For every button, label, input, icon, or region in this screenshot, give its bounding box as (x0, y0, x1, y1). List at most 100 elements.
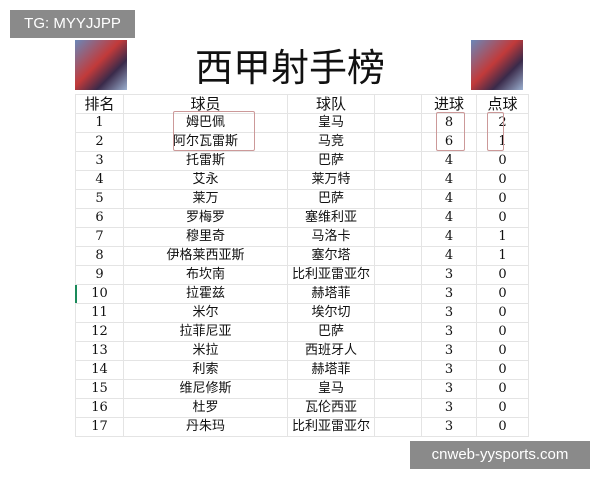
cell-goals[interactable]: 4 (421, 227, 477, 247)
cell-empty[interactable] (374, 360, 422, 380)
cell-rank[interactable]: 12 (75, 322, 124, 342)
cell-team[interactable]: 比利亚雷亚尔 (287, 265, 375, 285)
cell-team[interactable]: 巴萨 (287, 322, 375, 342)
cell-rank[interactable]: 5 (75, 189, 124, 209)
cell-empty[interactable] (374, 151, 422, 171)
cell-penalties[interactable]: 0 (476, 265, 529, 285)
cell-player[interactable]: 利索 (123, 360, 288, 380)
cell-team[interactable]: 马竞 (287, 132, 375, 152)
cell-penalties[interactable]: 1 (476, 227, 529, 247)
cell-team[interactable]: 巴萨 (287, 151, 375, 171)
cell-goals[interactable]: 3 (421, 303, 477, 323)
cell-empty[interactable] (374, 189, 422, 209)
cell-player[interactable]: 托雷斯 (123, 151, 288, 171)
cell-goals[interactable]: 4 (421, 246, 477, 266)
cell-empty[interactable] (374, 170, 422, 190)
cell-penalties[interactable]: 0 (476, 379, 529, 399)
cell-goals[interactable]: 3 (421, 341, 477, 361)
cell-player[interactable]: 阿尔瓦雷斯 (123, 132, 288, 152)
cell-penalties[interactable]: 0 (476, 360, 529, 380)
cell-team[interactable]: 塞尔塔 (287, 246, 375, 266)
cell-team[interactable]: 巴萨 (287, 189, 375, 209)
cell-rank[interactable]: 14 (75, 360, 124, 380)
cell-penalties[interactable]: 0 (476, 151, 529, 171)
cell-player[interactable]: 穆里奇 (123, 227, 288, 247)
cell-player[interactable]: 米拉 (123, 341, 288, 361)
cell-goals[interactable]: 3 (421, 360, 477, 380)
cell-goals[interactable]: 3 (421, 265, 477, 285)
cell-empty[interactable] (374, 113, 422, 133)
cell-player[interactable]: 拉霍兹 (123, 284, 288, 304)
cell-goals[interactable]: 4 (421, 170, 477, 190)
cell-player[interactable]: 维尼修斯 (123, 379, 288, 399)
cell-player[interactable]: 丹朱玛 (123, 417, 288, 437)
cell-rank[interactable]: 8 (75, 246, 124, 266)
cell-empty[interactable] (374, 132, 422, 152)
cell-goals[interactable]: 3 (421, 398, 477, 418)
cell-player[interactable]: 米尔 (123, 303, 288, 323)
cell-empty[interactable] (374, 208, 422, 228)
cell-goals[interactable]: 3 (421, 284, 477, 304)
cell-empty[interactable] (374, 341, 422, 361)
cell-penalties[interactable]: 0 (476, 284, 529, 304)
cell-rank[interactable]: 15 (75, 379, 124, 399)
cell-team[interactable]: 赫塔菲 (287, 360, 375, 380)
cell-goals[interactable]: 3 (421, 417, 477, 437)
cell-rank[interactable]: 6 (75, 208, 124, 228)
cell-rank[interactable]: 4 (75, 170, 124, 190)
cell-empty[interactable] (374, 398, 422, 418)
cell-rank[interactable]: 1 (75, 113, 124, 133)
cell-rank[interactable]: 7 (75, 227, 124, 247)
cell-player[interactable]: 莱万 (123, 189, 288, 209)
cell-empty[interactable] (374, 246, 422, 266)
header-goals: 进球 (421, 94, 477, 114)
cell-rank[interactable]: 13 (75, 341, 124, 361)
cell-team[interactable]: 西班牙人 (287, 341, 375, 361)
cell-team[interactable]: 皇马 (287, 379, 375, 399)
cell-rank[interactable]: 17 (75, 417, 124, 437)
cell-team[interactable]: 马洛卡 (287, 227, 375, 247)
cell-empty[interactable] (374, 417, 422, 437)
cell-penalties[interactable]: 1 (476, 246, 529, 266)
cell-rank[interactable]: 16 (75, 398, 124, 418)
cell-team[interactable]: 瓦伦西亚 (287, 398, 375, 418)
cell-penalties[interactable]: 0 (476, 322, 529, 342)
cell-player[interactable]: 布坎南 (123, 265, 288, 285)
cell-empty[interactable] (374, 227, 422, 247)
cell-goals[interactable]: 3 (421, 322, 477, 342)
row-selection-marker (75, 285, 77, 303)
table-row: 14 利索 赫塔菲 3 0 (75, 360, 529, 380)
cell-team[interactable]: 赫塔菲 (287, 284, 375, 304)
cell-rank[interactable]: 3 (75, 151, 124, 171)
cell-rank[interactable]: 11 (75, 303, 124, 323)
cell-team[interactable]: 比利亚雷亚尔 (287, 417, 375, 437)
cell-goals[interactable]: 3 (421, 379, 477, 399)
cell-penalties[interactable]: 0 (476, 417, 529, 437)
cell-rank[interactable]: 10 (75, 284, 124, 304)
cell-rank[interactable]: 9 (75, 265, 124, 285)
cell-penalties[interactable]: 0 (476, 170, 529, 190)
cell-goals[interactable]: 4 (421, 208, 477, 228)
cell-player[interactable]: 伊格莱西亚斯 (123, 246, 288, 266)
cell-penalties[interactable]: 0 (476, 189, 529, 209)
cell-player[interactable]: 拉菲尼亚 (123, 322, 288, 342)
cell-player[interactable]: 艾永 (123, 170, 288, 190)
cell-player[interactable]: 罗梅罗 (123, 208, 288, 228)
cell-penalties[interactable]: 0 (476, 398, 529, 418)
cell-team[interactable]: 莱万特 (287, 170, 375, 190)
cell-goals[interactable]: 4 (421, 151, 477, 171)
cell-penalties[interactable]: 0 (476, 341, 529, 361)
cell-empty[interactable] (374, 379, 422, 399)
cell-team[interactable]: 皇马 (287, 113, 375, 133)
cell-team[interactable]: 塞维利亚 (287, 208, 375, 228)
cell-empty[interactable] (374, 284, 422, 304)
cell-empty[interactable] (374, 322, 422, 342)
cell-penalties[interactable]: 0 (476, 303, 529, 323)
cell-goals[interactable]: 4 (421, 189, 477, 209)
cell-penalties[interactable]: 0 (476, 208, 529, 228)
cell-player[interactable]: 杜罗 (123, 398, 288, 418)
cell-team[interactable]: 埃尔切 (287, 303, 375, 323)
cell-empty[interactable] (374, 303, 422, 323)
cell-rank[interactable]: 2 (75, 132, 124, 152)
cell-empty[interactable] (374, 265, 422, 285)
